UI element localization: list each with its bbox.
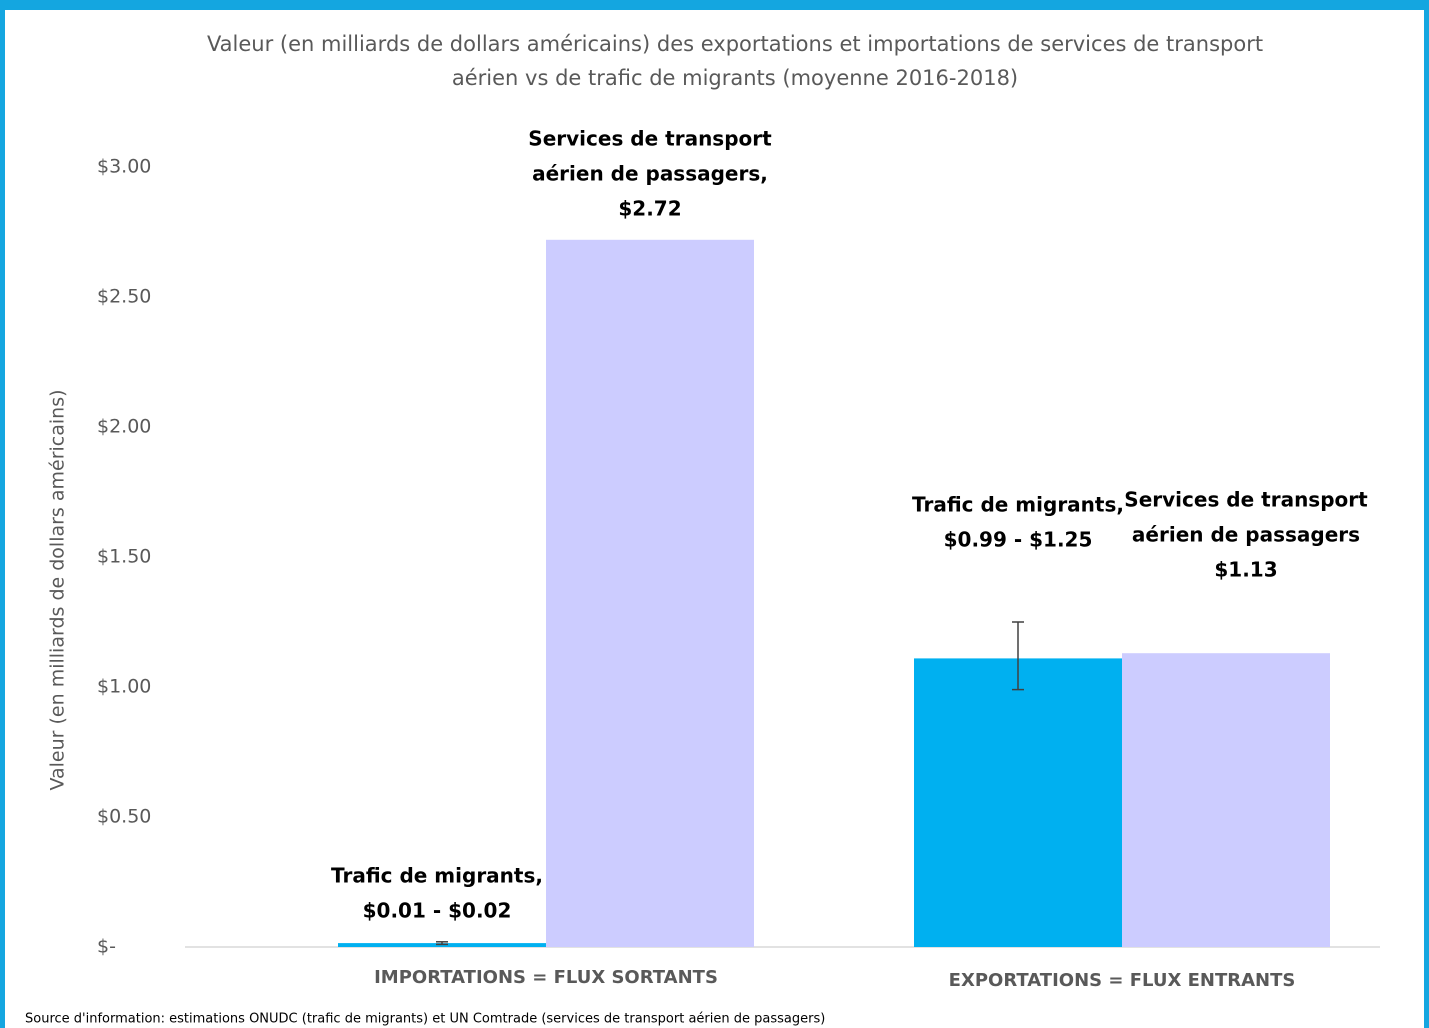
chart-title: aérien vs de trafic de migrants (moyenne… — [452, 66, 1018, 90]
x-tick-label: IMPORTATIONS = FLUX SORTANTS — [374, 967, 718, 988]
y-tick-label: $3.00 — [97, 156, 151, 178]
source-note: Source d'information: estimations ONUDC … — [25, 1012, 825, 1027]
bar — [914, 658, 1122, 947]
y-tick-label: $1.50 — [97, 546, 151, 568]
data-label: Services de transport — [1124, 488, 1368, 512]
y-tick-label: $0.50 — [97, 806, 151, 828]
y-tick-label: $1.00 — [97, 676, 151, 698]
y-tick-label: $2.00 — [97, 416, 151, 438]
bar — [546, 239, 754, 948]
data-label: aérien de passagers — [1132, 523, 1360, 547]
data-label: Trafic de migrants, — [912, 493, 1124, 517]
data-label: $0.01 - $0.02 — [363, 898, 512, 922]
data-label: $0.99 - $1.25 — [944, 528, 1093, 552]
chart-title: Valeur (en milliards de dollars américai… — [207, 32, 1263, 56]
y-tick-label: $2.50 — [97, 286, 151, 308]
x-tick-label: EXPORTATIONS = FLUX ENTRANTS — [949, 970, 1296, 991]
data-label: $1.13 — [1214, 558, 1277, 582]
bar — [1122, 653, 1330, 947]
y-tick-label: $- — [97, 936, 116, 958]
data-label: $2.72 — [618, 196, 681, 220]
y-axis-label: Valeur (en milliards de dollars américai… — [47, 389, 69, 790]
data-label: Trafic de migrants, — [331, 863, 543, 887]
data-label: aérien de passagers, — [532, 161, 768, 185]
data-label: Services de transport — [528, 126, 772, 150]
